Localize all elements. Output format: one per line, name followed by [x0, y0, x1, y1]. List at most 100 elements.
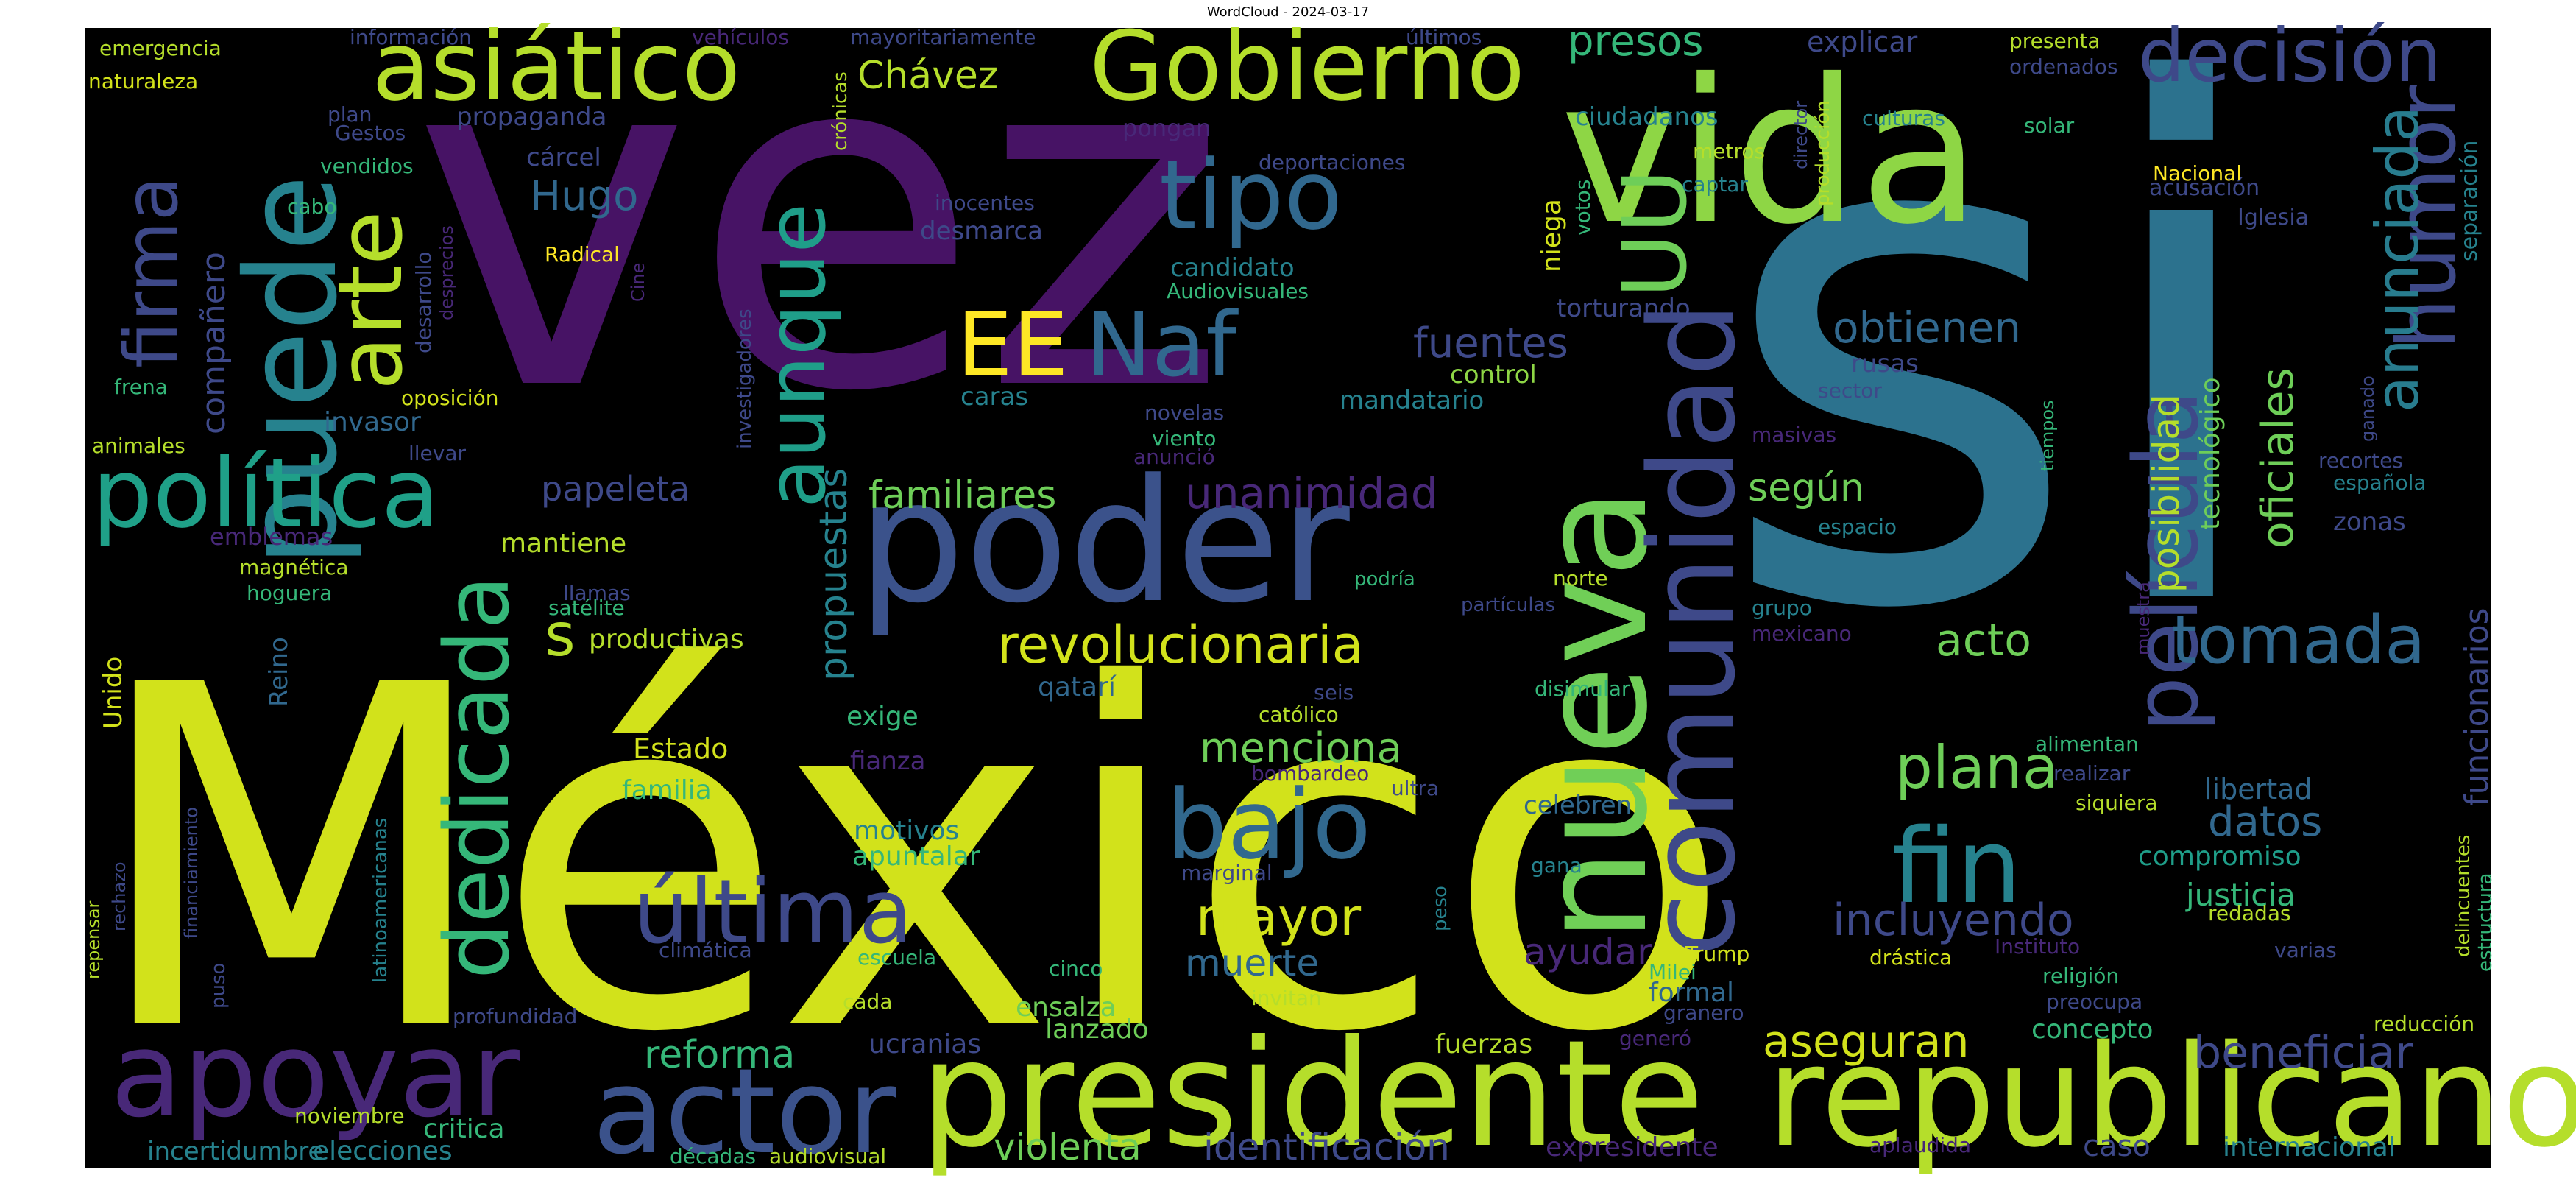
word-162: muestra [2133, 582, 2154, 655]
word-165: siquiera [2076, 791, 2158, 815]
word-43: familiares [868, 473, 1056, 518]
word-167: varias [2274, 938, 2337, 962]
word-62: tecnológico [2195, 377, 2226, 530]
word-188: cada [843, 990, 892, 1014]
word-31: anunciada [2363, 106, 2432, 412]
word-128: espacio [1818, 515, 1897, 539]
word-143: director [1791, 101, 1811, 169]
word-146: votos [1571, 180, 1595, 236]
word-194: latinoamericanas [369, 818, 392, 983]
word-185: escuela [857, 945, 936, 970]
word-126: grupo [1752, 596, 1812, 620]
word-27: EE [957, 294, 1069, 397]
word-38: aseguran [1763, 1016, 1970, 1068]
word-183: bombardeo [1251, 761, 1369, 786]
word-106: Reino [264, 637, 294, 707]
word-95: niega [1537, 199, 1567, 272]
word-65: s [545, 601, 576, 669]
word-69: apuntalar [852, 842, 980, 872]
word-147: pongan [1122, 114, 1211, 142]
word-42: violenta [994, 1126, 1142, 1168]
word-61: compañero [195, 252, 233, 434]
word-108: desarrollo [411, 252, 436, 353]
chart-title: WordCloud - 2024-03-17 [1206, 4, 1370, 20]
word-78: critica [423, 1114, 505, 1144]
word-158: recortes [2318, 448, 2403, 473]
word-114: cabo [287, 194, 336, 219]
word-88: ciudadanos [1575, 102, 1719, 132]
word-52: ayudar [1524, 931, 1652, 973]
word-155: sector [1818, 378, 1882, 403]
word-46: Chávez [857, 54, 998, 98]
word-152: viento [1152, 426, 1216, 451]
word-76: elecciones [313, 1136, 453, 1166]
word-33: posibilidad [2145, 394, 2187, 593]
word-139: ordenados [2009, 54, 2118, 79]
word-186: climática [659, 938, 752, 962]
word-84: candidato [1170, 253, 1295, 283]
word-32: oficiales [2252, 367, 2304, 549]
word-119: hoguera [247, 581, 332, 605]
word-180: gana [1531, 853, 1582, 878]
word-159: española [2333, 470, 2427, 495]
word-149: inocentes [935, 191, 1035, 215]
word-193: noviembre [294, 1104, 405, 1128]
word-86: cárcel [526, 143, 601, 172]
word-64: productivas [589, 624, 744, 655]
word-60: compromiso [2138, 842, 2301, 872]
word-45: obtienen [1833, 303, 2021, 353]
word-48: Hugo [530, 172, 638, 220]
word-170: reducción [2374, 1012, 2474, 1036]
word-29: tomada [2171, 602, 2425, 679]
word-127: mexicano [1752, 621, 1852, 646]
word-177: granero [1663, 1001, 1744, 1025]
word-107: oposición [401, 386, 498, 410]
word-132: naturaleza [88, 69, 198, 94]
word-189: invitan [1251, 986, 1322, 1010]
word-70: concepto [2031, 1015, 2154, 1045]
word-151: novelas [1144, 401, 1224, 425]
word-2: si [1715, 0, 2279, 763]
word-198: puso [208, 963, 230, 1009]
word-87: propaganda [456, 102, 606, 132]
word-25: firma [108, 176, 194, 368]
word-179: aplaudida [1869, 1133, 1971, 1157]
word-164: realizar [2053, 761, 2131, 786]
word-110: Radical [545, 242, 620, 267]
word-184: marginal [1181, 861, 1273, 885]
word-131: emergencia [99, 36, 222, 60]
word-135: mayoritariamente [850, 25, 1036, 49]
word-12: Gobierno [1089, 10, 1525, 122]
word-10: política [92, 437, 440, 549]
word-72: fuerzas [1435, 1029, 1532, 1059]
word-58: justicia [2185, 877, 2296, 913]
word-136: crónicas [829, 71, 852, 151]
word-3: vida [1560, 36, 1981, 268]
word-156: tiempos [2037, 400, 2058, 471]
word-5: nueva [1509, 488, 1680, 942]
word-98: fianza [850, 747, 925, 776]
word-129: católico [1259, 702, 1339, 727]
word-85: desmarca [920, 216, 1043, 246]
word-56: papeleta [541, 469, 690, 509]
word-195: financiamiento [181, 807, 202, 939]
word-74: internacional [2223, 1132, 2396, 1163]
word-176: Milei [1649, 960, 1696, 984]
word-17: dedicada [427, 575, 529, 979]
word-23: arte [320, 211, 422, 390]
word-163: alimentan [2035, 732, 2139, 756]
word-187: cinco [1049, 956, 1103, 981]
word-7: puede [219, 174, 365, 567]
word-130: seis [1314, 680, 1354, 705]
word-93: invasor [324, 407, 421, 437]
word-124: norte [1553, 566, 1608, 590]
word-157: ganado [2357, 375, 2378, 442]
word-116: animales [92, 434, 185, 458]
word-24: aunque [749, 203, 843, 508]
word-182: peso [1429, 886, 1451, 931]
word-141: solar [2024, 113, 2075, 138]
word-67: familia [622, 775, 712, 805]
word-40: reforma [644, 1033, 795, 1077]
word-173: Instituto [1995, 934, 2080, 959]
